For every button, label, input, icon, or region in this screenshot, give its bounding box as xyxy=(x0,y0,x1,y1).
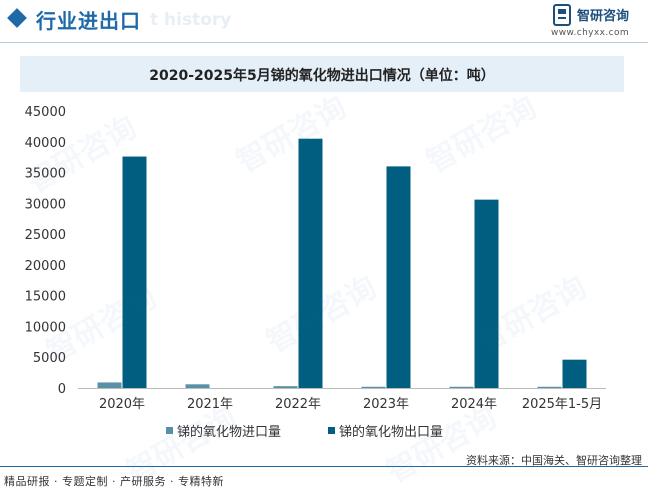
header: 行业进出口 t history 智研咨询 www.chyxx.com xyxy=(0,0,648,44)
legend-export-swatch xyxy=(328,427,335,434)
x-category-label: 2020年 xyxy=(99,397,145,412)
footer: 精品研报 · 专题定制 · 产研服务 · 专精特新 资料来源：中国海关、智研咨询… xyxy=(0,454,648,493)
y-tick-label: 25000 xyxy=(25,228,66,243)
chart-title-band: 2020-2025年5月锑的氧化物进出口情况（单位：吨） xyxy=(20,56,624,92)
export-bar xyxy=(298,138,323,388)
legend-export-label: 锑的氧化物出口量 xyxy=(339,424,443,440)
header-divider xyxy=(0,42,648,43)
footer-slogan: 精品研报 · 专题定制 · 产研服务 · 专精特新 xyxy=(4,475,224,488)
y-tick-label: 10000 xyxy=(25,320,66,335)
y-tick-label: 40000 xyxy=(25,136,66,151)
y-tick-label: 20000 xyxy=(25,259,66,274)
y-tick-label: 15000 xyxy=(25,290,66,305)
y-tick-label: 30000 xyxy=(25,197,66,212)
export-bar xyxy=(386,166,411,388)
diamond-icon xyxy=(7,8,27,28)
header-ghost-text: t history xyxy=(150,10,232,30)
x-category-label: 2022年 xyxy=(275,397,321,412)
import-bar xyxy=(537,386,562,388)
brand-logo-icon xyxy=(553,4,571,26)
y-tick-label: 5000 xyxy=(33,351,66,366)
x-category-label: 2023年 xyxy=(363,397,409,412)
import-bar xyxy=(97,382,122,388)
bar-chart: 0 5000 10000 15000 20000 25000 30000 35000 40000… xyxy=(25,105,606,440)
x-category-label: 2024年 xyxy=(451,397,497,412)
export-bar xyxy=(122,156,147,388)
import-bar xyxy=(185,384,210,388)
brand-url: www.chyxx.com xyxy=(551,28,630,38)
legend-import-label: 锑的氧化物进口量 xyxy=(177,424,281,440)
export-bar xyxy=(474,199,499,388)
source-note: 资料来源：中国海关、智研咨询整理 xyxy=(466,454,642,467)
legend-import-swatch xyxy=(166,427,173,434)
y-tick-label: 35000 xyxy=(25,167,66,182)
import-bar xyxy=(361,386,386,388)
y-tick-label: 45000 xyxy=(25,105,66,120)
chart-title: 2020-2025年5月锑的氧化物进出口情况（单位：吨） xyxy=(149,68,495,84)
footer-divider xyxy=(0,466,648,467)
import-bar xyxy=(273,386,298,388)
y-tick-label: 0 xyxy=(58,382,66,397)
x-category-label: 2021年 xyxy=(187,397,233,412)
import-bar xyxy=(449,386,474,388)
x-category-label: 2025年1-5月 xyxy=(522,397,602,412)
brand-name: 智研咨询 xyxy=(577,9,630,24)
export-bar xyxy=(562,359,587,388)
section-title: 行业进出口 xyxy=(36,9,141,33)
